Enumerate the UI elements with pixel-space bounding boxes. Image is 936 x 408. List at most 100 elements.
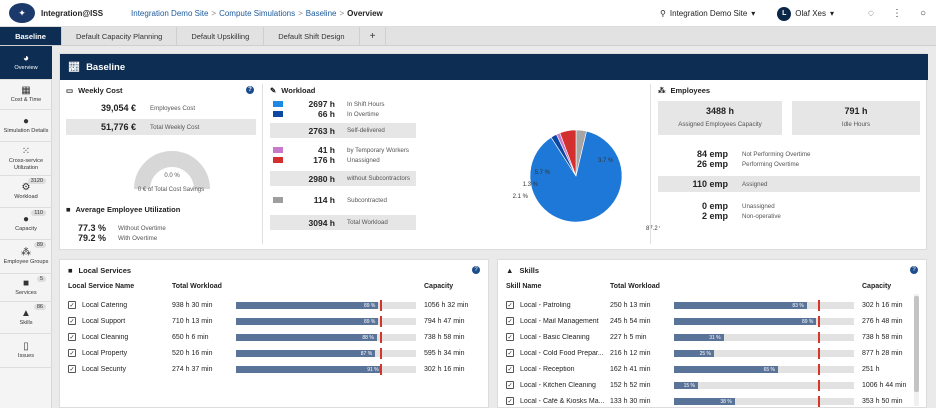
sidebar-item-label: Workload — [14, 194, 38, 201]
scrollbar-thumb[interactable] — [914, 296, 919, 392]
table-row[interactable]: ✓ Local Property 520 h 16 min 87 % 595 h 34 … — [68, 346, 478, 360]
edit-icon: ✎ — [270, 85, 277, 95]
app-name[interactable]: Integration@ISS — [41, 8, 104, 18]
count-badge: 3120 — [27, 178, 46, 185]
sidebar-item-employee-groups[interactable]: 89 ⁂ Employee Groups — [0, 240, 52, 274]
table-row[interactable]: ✓ Local - Mail Management 245 h 54 min 89 %… — [506, 314, 916, 328]
table-row[interactable]: ✓ Local Cleaning 650 h 6 min 88 % 738 h 58 m… — [68, 330, 478, 344]
utilization-bar-fill: 89 % — [236, 302, 379, 309]
unassigned-value: 0 emp — [701, 201, 728, 211]
pie-slice[interactable] — [559, 129, 577, 177]
table-row[interactable]: ✓ Local - Basic Cleaning 227 h 5 min 31 % 73… — [506, 330, 916, 344]
row-checkbox[interactable]: ✓ — [68, 301, 76, 309]
app-logo-icon[interactable]: ✦ — [9, 3, 35, 23]
sidebar-item-skills[interactable]: 86 ▲ Skills — [0, 302, 52, 334]
row-checkbox[interactable]: ✓ — [68, 333, 76, 341]
overtime-label: Performing Overtime — [742, 160, 800, 168]
sidebar-item-overview[interactable]: ◕ Overview — [0, 46, 52, 80]
table-row[interactable]: ✓ Local Support 710 h 13 min 89 % 794 h 47 m… — [68, 314, 478, 328]
tab-default-shift-design[interactable]: Default Shift Design — [264, 27, 360, 45]
legend-swatch — [273, 147, 283, 153]
workload-pie-chart: 87.2 % 2.1 % 1.3 % 5.7 % 3.7 % — [513, 129, 660, 232]
breadcrumb-separator: > — [211, 8, 217, 18]
employees-cost-row: 39,054 € Employees Cost — [66, 100, 256, 116]
row-checkbox[interactable]: ✓ — [506, 317, 514, 325]
breadcrumb-baseline[interactable]: Baseline — [305, 8, 337, 18]
pie-label: 3.7 % — [598, 158, 614, 164]
utilization-percent: 89 % — [363, 302, 376, 309]
breadcrumb-site[interactable]: Integration Demo Site — [131, 8, 209, 18]
pie-label: 5.7 % — [535, 170, 551, 176]
sidebar-item-capacity[interactable]: 110 ● Capacity — [0, 208, 52, 240]
idle-hours-box: 791 h Idle Hours — [792, 101, 920, 135]
column-header-total-workload[interactable]: Total Workload — [172, 283, 222, 290]
workload-row: 2763 h Self-delivered — [270, 123, 416, 138]
row-checkbox[interactable]: ✓ — [506, 397, 514, 405]
sidebar-item-cross-service-utilization[interactable]: ⁙ Cross-service Utilization — [0, 142, 52, 176]
table-row[interactable]: ✓ Local - Reception 162 h 41 min 65 % 251 h — [506, 362, 916, 376]
row-checkbox[interactable]: ✓ — [506, 381, 514, 389]
utilization-title-row: ■ Average Employee Utilization — [66, 205, 256, 214]
utilization-percent: 15 % — [683, 382, 695, 389]
utilization-bar-fill: 83 % — [674, 302, 807, 309]
table-row[interactable]: ✓ Local - Café & Kiosks Ma... 133 h 30 min… — [506, 394, 916, 408]
breadcrumb-simulations[interactable]: Compute Simulations — [219, 8, 296, 18]
local-services-title: Local Services — [78, 266, 132, 275]
add-tab-button[interactable]: + — [360, 27, 387, 45]
help-icon[interactable]: ? — [246, 86, 254, 94]
pie-slice[interactable] — [529, 130, 623, 223]
chevron-down-icon: ▾ — [751, 9, 756, 18]
tab-default-upskilling[interactable]: Default Upskilling — [177, 27, 265, 45]
row-checkbox[interactable]: ✓ — [506, 301, 514, 309]
table-row[interactable]: ✓ Local - Cold Food Prepar... 216 h 12 min… — [506, 346, 916, 360]
help-icon[interactable]: ? — [472, 266, 480, 274]
workload-row: 114 h Subcontracted — [270, 195, 416, 205]
chat-icon[interactable]: ◌ — [868, 8, 874, 19]
tab-baseline[interactable]: Baseline — [0, 27, 62, 45]
more-icon[interactable]: ⋮ — [892, 8, 902, 19]
row-capacity: 353 h 50 min — [862, 397, 903, 405]
column-header-skill-name[interactable]: Skill Name — [506, 283, 542, 290]
sidebar-item-label: Overview — [14, 65, 38, 72]
breadcrumb: Integration Demo Site > Compute Simulati… — [131, 9, 383, 18]
column-header-total-workload[interactable]: Total Workload — [610, 283, 660, 290]
sidebar-item-services[interactable]: 5 ■ Services — [0, 274, 52, 302]
row-workload: 520 h 16 min — [172, 349, 213, 357]
utilization-bar-fill: 31 % — [674, 334, 724, 341]
column-header-service-name[interactable]: Local Service Name — [68, 283, 135, 290]
table-row[interactable]: ✓ Local - Kitchen Cleaning 152 h 52 min 15 … — [506, 378, 916, 392]
help-icon[interactable]: ? — [910, 266, 918, 274]
sidebar-item-simulation-details[interactable]: ● Simulation Details — [0, 110, 52, 142]
user-menu[interactable]: L Olaf Xes ▾ — [777, 6, 834, 21]
table-row[interactable]: ✓ Local Catering 938 h 30 min 89 % 1056 h 32… — [68, 298, 478, 312]
count-badge: 110 — [31, 210, 46, 217]
power-icon[interactable]: ○ — [919, 8, 927, 19]
tab-default-capacity-planning[interactable]: Default Capacity Planning — [62, 27, 178, 45]
top-bar: ✦ Integration@ISS Integration Demo Site … — [0, 0, 936, 27]
row-checkbox[interactable]: ✓ — [506, 349, 514, 357]
legend-swatch — [273, 220, 283, 226]
row-checkbox[interactable]: ✓ — [68, 365, 76, 373]
row-name: Local - Mail Management — [520, 317, 599, 325]
utilization-percent: 65 % — [763, 366, 775, 373]
utilization-bar: 83 % — [674, 300, 854, 311]
scrollbar[interactable] — [914, 294, 919, 406]
table-row[interactable]: ✓ Local - Patroling 250 h 13 min 83 % 302 h … — [506, 298, 916, 312]
workload-label: In Overtime — [347, 110, 379, 118]
idle-hours-label: Idle Hours — [841, 121, 871, 128]
sidebar-item-issues[interactable]: ▯ Issues — [0, 334, 52, 368]
site-selector[interactable]: ⚲ Integration Demo Site ▾ — [660, 9, 755, 18]
location-pin-icon: ⚲ — [660, 9, 666, 18]
sidebar-item-workload[interactable]: 3120 ⚙ Workload — [0, 176, 52, 208]
table-row[interactable]: ✓ Local Security 274 h 37 min 91 % 302 h 16 … — [68, 362, 478, 376]
row-workload: 274 h 37 min — [172, 365, 213, 373]
row-checkbox[interactable]: ✓ — [506, 333, 514, 341]
sidebar-item-cost-time[interactable]: ▦ Cost & Time — [0, 80, 52, 110]
utilization-percent: 31 % — [709, 334, 721, 341]
row-checkbox[interactable]: ✓ — [68, 317, 76, 325]
column-header-capacity[interactable]: Capacity — [424, 283, 454, 290]
legend-swatch — [273, 101, 283, 107]
row-checkbox[interactable]: ✓ — [68, 349, 76, 357]
column-header-capacity[interactable]: Capacity — [862, 283, 892, 290]
row-checkbox[interactable]: ✓ — [506, 365, 514, 373]
